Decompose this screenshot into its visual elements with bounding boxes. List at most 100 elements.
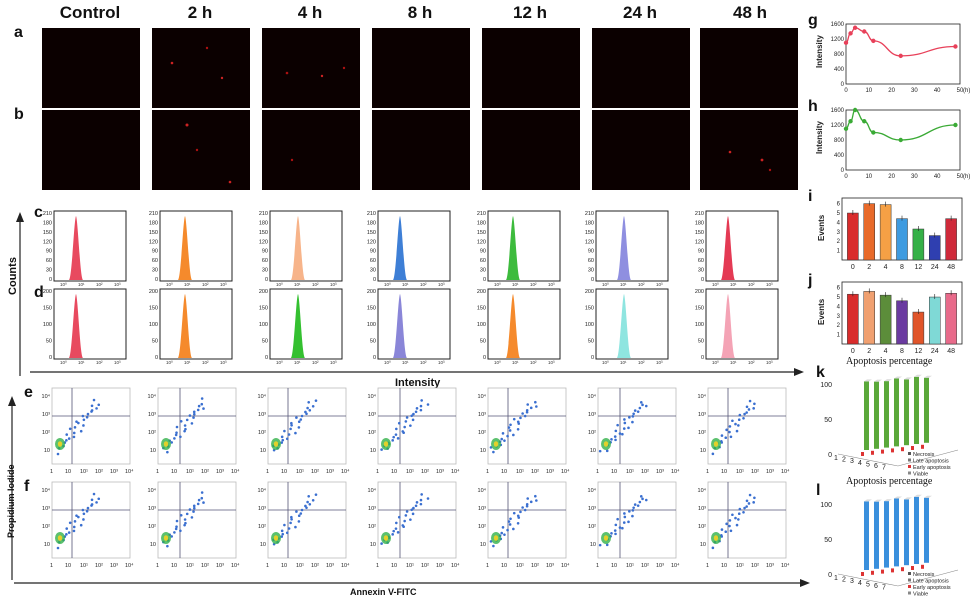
histogram-ytick: 0 [373,277,376,283]
f-flow-plot-6: 10⁴ 10³ 10² 10 1 10 10¹ 10² 10³ 10⁴ [698,481,790,569]
event-dot [636,410,640,413]
histogram-ytick: 100 [477,322,486,328]
histogram-ytick: 200 [259,289,268,295]
flow-ytick: 10² [368,524,376,530]
flow-ytick: 10 [370,448,376,454]
event-dot [404,420,408,423]
histogram-xtick: 10³ [114,360,121,364]
histogram-xtick: 10⁰ [712,282,719,286]
category-label: 2 [842,577,846,584]
event-dot [68,427,72,431]
apoptosis-bar [871,570,874,575]
bar-top [874,499,882,502]
event-dot [745,411,748,414]
event-dot [77,515,80,519]
ytick-label: 0 [841,168,845,174]
header-control: Control [59,3,121,22]
histogram-ytick: 180 [259,220,268,226]
category-label: 5 [866,581,870,588]
flow-xtick: 10 [391,563,397,569]
flow-frame [51,481,131,559]
flow-ytick: 10 [590,448,596,454]
flow-ytick: 10³ [42,412,50,418]
event-dot [720,528,724,531]
histogram-xtick: 10¹ [184,282,191,286]
event-dot [507,520,511,523]
event-dot [410,508,413,512]
event-dot [200,491,204,494]
histogram-ytick: 180 [585,220,594,226]
flow-frame [157,387,237,465]
event-dot [415,407,419,410]
flow-xtick: 10³ [546,563,554,569]
histogram-ytick: 90 [262,249,268,255]
apoptosis-bar [921,444,924,449]
event-dot [97,403,101,407]
event-dot [174,527,178,531]
event-dot [639,401,643,404]
histogram-xtick: 10¹ [294,282,301,286]
flow-xtick: 10 [501,563,507,569]
category-label: 4 [884,264,888,271]
category-label: 8 [900,264,904,271]
event-dot [299,418,303,421]
histogram-ytick: 0 [591,277,594,283]
event-dot [166,450,169,454]
header-8h: 8 h [407,3,433,22]
ytick-label: 4 [837,220,841,226]
event-dot [409,518,412,521]
event-dot [190,422,194,425]
histogram-xtick: 10² [638,360,645,364]
histogram-xtick: 10⁰ [276,282,283,286]
event-dot [311,405,315,408]
c-histogram-1: 210 180 150 120 90 60 30 0 10⁰ 10¹ 10² 10³ [149,210,233,286]
event-dot [86,412,90,416]
histogram-xtick: 10⁰ [494,360,501,364]
flow-xtick: 10³ [436,563,444,569]
event-dot [297,420,301,423]
category-label: 2 [842,457,846,464]
panel-label-h: h [808,98,818,115]
event-dot [391,439,394,442]
pi-axis [8,396,16,580]
c-histogram-6: 210 180 150 120 90 60 30 0 10⁰ 10¹ 10² 10³ [695,210,779,286]
event-dot [500,437,504,441]
event-dot [742,511,745,514]
histogram-peak [291,216,305,280]
event-dot [299,512,303,515]
event-dot [412,506,415,510]
event-dot [287,433,291,436]
event-dot [621,432,624,436]
event-dot [289,427,292,431]
apoptosis-title-k: Apoptosis percentage [846,356,933,367]
event-dot [598,449,602,453]
event-dot [304,410,307,414]
histogram-ytick: 0 [49,355,52,361]
histogram-ytick: 150 [585,306,594,312]
apoptosis-bar [861,452,864,456]
flow-xtick: 1 [156,563,159,569]
event-dot [82,518,85,521]
histogram-xtick: 10⁰ [494,282,501,286]
category-label: 0 [851,348,855,355]
event-dot [731,419,734,423]
xtick-label: 40 [934,174,941,180]
histogram-xtick: 10⁰ [276,360,283,364]
panel-label-j: j [808,272,813,289]
histogram-frame [595,288,669,360]
event-dot [397,421,401,425]
histogram-xtick: 10¹ [512,282,519,286]
c-histogram-3: 210 180 150 120 90 60 30 0 10⁰ 10¹ 10² 10³ [367,210,451,286]
header-2h: 2 h [187,3,213,22]
histogram-ytick: 120 [477,239,486,245]
bar-top [864,379,872,382]
histogram-xtick: 10³ [330,282,337,286]
f-flow-plot-5: 10⁴ 10³ 10² 10 1 10 10¹ 10² 10³ 10⁴ [588,481,680,569]
header-24h: 24 h [622,3,658,22]
event-dot [622,521,626,524]
y-axis-label: Intensity [815,121,824,154]
flow-ytick: 10² [148,524,156,530]
flow-xtick: 1 [706,469,709,475]
flow-ytick: 10 [260,448,266,454]
histogram-xtick: 10⁰ [166,360,173,364]
